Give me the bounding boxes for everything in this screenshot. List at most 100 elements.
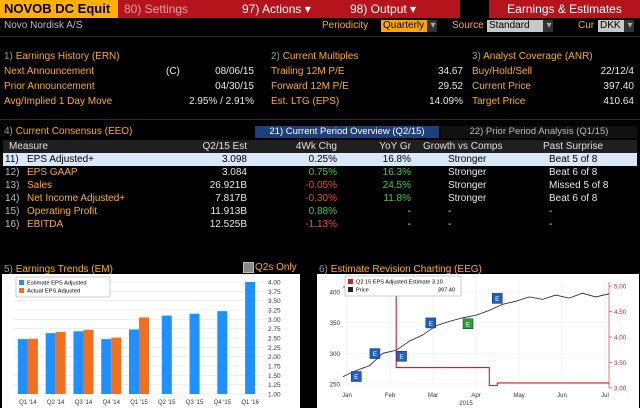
periodicity-dropdown-icon[interactable]: ▾ — [427, 20, 437, 32]
list-item: Buy/Hold/Sell 22/12/4 — [472, 66, 634, 81]
estimate-cell: 26.921B — [209, 180, 247, 191]
column-header[interactable]: YoY Gr — [379, 141, 411, 152]
item-label: Buy/Hold/Sell — [472, 66, 533, 77]
yoy-growth-cell: 11.8% — [383, 193, 411, 204]
column-header[interactable]: Growth vs Comps — [423, 141, 503, 152]
column-header[interactable]: Q2/15 Est — [202, 141, 247, 152]
section-title: Analyst Coverage (ANR) — [483, 51, 593, 62]
item-value: 22/12/4 — [600, 66, 634, 77]
source-dropdown-icon[interactable]: ▾ — [543, 20, 553, 32]
table-row[interactable]: 14) Net Income Adjusted+ 7.817B -0.30% 11.8%… — [3, 192, 637, 205]
estimate-cell: 3.098 — [221, 154, 247, 165]
measure-cell: EPS GAAP — [27, 167, 78, 178]
legend-label-actual: Actual EPS Adjusted — [27, 289, 80, 295]
y-left-tick-label: 250 — [329, 382, 340, 389]
y-right-tick-label: 5.00 — [614, 284, 627, 291]
table-row[interactable]: 13) Sales 26.921B -0.05% 24.5% Stronger Missed… — [3, 179, 637, 192]
event-marker — [425, 317, 437, 329]
list-item: Avg/Implied 1 Day Move 2.95% / 2.91% — [4, 96, 254, 111]
actions-label: 97) Actions — [242, 2, 302, 16]
table-row[interactable]: 12) EPS GAAP 3.084 0.75% 16.3% Stronger Beat 6… — [3, 166, 637, 179]
bar-estimate — [73, 331, 84, 394]
event-marker-label: E — [429, 320, 434, 327]
output-menu-button[interactable]: 98) Output ▾ — [344, 0, 460, 18]
analyst-coverage-list: Buy/Hold/Sell 22/12/4 Current Price 397.… — [472, 66, 634, 111]
bar-estimate — [245, 282, 256, 394]
measure-cell: Operating Profit — [27, 206, 98, 217]
list-item: Trailing 12M P/E 34.67 — [271, 66, 463, 81]
four-week-change-cell: -0.30% — [305, 193, 337, 204]
y-tick-label: 1.00 — [268, 392, 281, 399]
y-tick-label: 1.50 — [268, 373, 281, 380]
item-label: Forward 12M P/E — [271, 81, 349, 92]
ticker-field[interactable]: NOVOB DC Equit — [0, 0, 118, 18]
eps-estimate-series-line — [343, 286, 609, 387]
estimate-revision-header[interactable]: 6) Estimate Revision Charting (EEG) — [319, 264, 482, 275]
bar-actual — [139, 317, 149, 394]
y-left-tick-label: 400 — [329, 290, 340, 297]
section-number: 4) — [4, 126, 13, 137]
item-value: 34.67 — [437, 66, 463, 77]
y-tick-label: 2.75 — [268, 326, 281, 333]
growth-vs-comps-cell: Stronger — [448, 180, 487, 191]
x-tick-label: Q4 '14 — [102, 400, 120, 406]
analyst-coverage-header[interactable]: 3) Analyst Coverage (ANR) — [472, 51, 593, 62]
bar-estimate — [217, 311, 228, 394]
item-label: Est. LTG (EPS) — [271, 96, 340, 107]
list-item: Current Price 397.40 — [472, 81, 634, 96]
earnings-trends-panel: 1.00 1.25 1.50 1.75 2.00 2.25 2.50 2.75 3.00 3.25… — [2, 274, 300, 408]
table-body: 11) EPS Adjusted+ 3.098 0.25% 16.8% Stronger B… — [3, 153, 637, 231]
growth-vs-comps-cell: - — [448, 206, 452, 217]
event-marker — [351, 371, 362, 382]
y-tick-label: 2.25 — [268, 345, 281, 352]
chevron-down-icon: ▾ — [410, 2, 417, 16]
legend-label-estimate: Estimate EPS Adjusted — [27, 281, 87, 287]
earnings-history-header[interactable]: 1) Earnings History (ERN) — [4, 51, 120, 62]
column-header[interactable]: Measure — [9, 141, 48, 152]
event-marker-label: E — [466, 321, 471, 328]
table-row[interactable]: 15) Operating Profit 11.913B 0.88% - - - — [3, 205, 637, 218]
event-marker — [492, 293, 503, 304]
x-tick-label: Jan — [342, 393, 352, 399]
x-tick-label: Jul — [601, 393, 609, 399]
estimate-cell: 7.817B — [215, 193, 247, 204]
yoy-growth-cell: 16.8% — [382, 154, 411, 165]
consensus-header[interactable]: 4) Current Consensus (EEO) — [4, 126, 132, 137]
item-label: Current Price — [472, 81, 531, 92]
settings-button[interactable]: 80) Settings — [118, 0, 236, 18]
y-tick-label: 1.25 — [268, 382, 281, 389]
output-label: 98) Output — [350, 2, 407, 16]
x-tick-label: Jun — [557, 393, 567, 399]
currency-dropdown-icon[interactable]: ▾ — [624, 20, 634, 32]
tab-prior-period[interactable]: 22) Prior Period Analysis (Q1/15) — [441, 126, 637, 138]
measure-cell: Net Income Adjusted+ — [27, 193, 126, 204]
estimate-revision-panel: Jan Feb Mar Apr May Jun Jul 2015 250 300 350 400 3.0… — [317, 274, 639, 408]
current-multiples-header[interactable]: 2) Current Multiples — [271, 51, 358, 62]
bar-actual — [55, 332, 66, 394]
source-select[interactable]: Standard — [487, 20, 543, 32]
estimate-cell: 3.084 — [221, 167, 247, 178]
row-number: 13) — [5, 180, 20, 191]
column-header[interactable]: Past Surprise — [543, 141, 604, 152]
earnings-trends-header[interactable]: 5) Earnings Trends (EM) — [4, 264, 113, 275]
tab-current-period[interactable]: 21) Current Period Overview (Q2/15) — [255, 126, 439, 138]
actions-menu-button[interactable]: 97) Actions ▾ — [236, 0, 344, 18]
y-right-tick-label: 4.00 — [614, 335, 627, 342]
yoy-growth-cell: - — [407, 206, 411, 217]
currency-select[interactable]: DKK — [598, 20, 624, 32]
table-row[interactable]: 11) EPS Adjusted+ 3.098 0.25% 16.8% Stronger B… — [3, 153, 637, 166]
x-tick-label: Q1 '14 — [19, 400, 37, 406]
column-header[interactable]: 4Wk Chg — [295, 141, 337, 152]
table-row[interactable]: 16) EBITDA 12.525B -1.13% - - - — [3, 218, 637, 231]
estimate-cell: 11.913B — [210, 206, 247, 217]
q2s-only-checkbox[interactable] — [243, 262, 254, 273]
four-week-change-cell: 0.75% — [308, 167, 337, 178]
periodicity-select[interactable]: Quarterly — [381, 20, 427, 32]
x-tick-label: Q1 '15 — [130, 400, 148, 406]
growth-vs-comps-cell: Stronger — [448, 154, 487, 165]
event-marker — [369, 348, 381, 359]
past-surprise-cell: Missed 5 of 8 — [549, 180, 609, 191]
item-label: Prior Announcement — [4, 81, 95, 92]
legend-price-value: 397.40 — [438, 288, 455, 294]
revision-legend: Q2 15 EPS Adjusted Estimate 3.10 Price 397… — [344, 275, 462, 297]
